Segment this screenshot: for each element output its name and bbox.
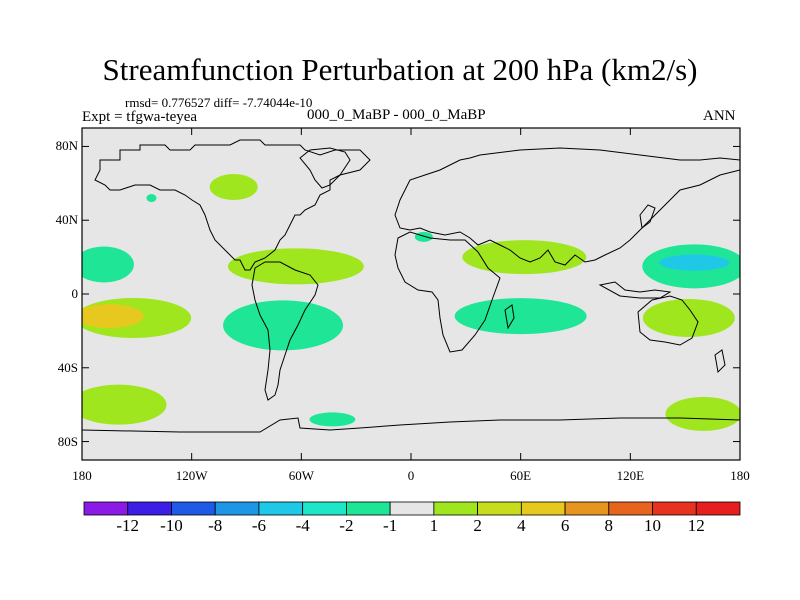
anomaly-15 (309, 412, 356, 427)
colorbar-label: -12 (116, 516, 140, 535)
colorbar-swatch (433, 501, 479, 516)
anomaly-11 (659, 254, 730, 271)
colorbar-swatch (214, 501, 260, 516)
colorbar-label: 12 (687, 516, 705, 535)
colorbar-swatch (258, 501, 304, 516)
experiment-label: Expt = tfgwa-teyea (82, 109, 198, 125)
japan-coast (639, 204, 656, 229)
x-tick-label: 0 (407, 468, 415, 483)
colorbar-swatch (520, 501, 566, 516)
chart-title: Streamfunction Perturbation at 200 hPa (… (102, 52, 698, 87)
season-label: ANN (703, 108, 736, 124)
y-tick-label: 40S (57, 359, 78, 375)
x-tick-label: 60E (510, 468, 532, 483)
y-tick-label: 0 (71, 286, 79, 301)
colorbar (83, 501, 741, 516)
y-tick-label: 80S (57, 433, 78, 449)
anomaly-2 (82, 246, 134, 283)
colorbar-swatch (389, 501, 435, 516)
colorbar-label: 10 (644, 516, 662, 535)
colorbar-swatch (83, 501, 129, 516)
x-tick-label: 180 (730, 468, 750, 483)
colorbar-swatch (608, 501, 653, 516)
anomaly-3 (227, 248, 364, 285)
x-tick-label: 60W (288, 468, 314, 483)
colorbar-label: -1 (383, 516, 398, 535)
colorbar-swatch (171, 501, 216, 516)
colorbar-label: -4 (295, 516, 310, 535)
axis-ticks (81, 128, 741, 460)
colorbar-swatch (127, 501, 172, 516)
x-tick-label: 180 (72, 468, 92, 483)
coastlines (82, 139, 740, 433)
colorbar-label: -2 (339, 516, 354, 535)
colorbar-label: 6 (560, 516, 570, 535)
europe-asia-coast (394, 147, 740, 266)
anomaly-13 (82, 384, 167, 425)
colorbar-swatch (695, 501, 741, 516)
new-zealand-coast (714, 349, 726, 374)
anomaly-7 (414, 231, 433, 242)
greenland-coast (299, 147, 351, 189)
colorbar-label: 4 (517, 516, 526, 535)
anomaly-1 (146, 194, 157, 203)
colorbar-swatch (345, 501, 391, 516)
colorbar-label: -8 (208, 516, 223, 535)
anomaly-14 (665, 396, 740, 431)
x-tick-label: 120E (616, 468, 645, 483)
madagascar-coast (504, 304, 515, 330)
colorbar-label: -10 (160, 516, 183, 535)
colorbar-swatch (564, 501, 610, 516)
africa-coast (394, 231, 501, 353)
north-america-coast (94, 139, 371, 271)
colorbar-label: 1 (429, 516, 439, 535)
colorbar-swatch (477, 501, 522, 516)
anomaly-9 (454, 298, 587, 335)
y-tick-label: 40N (55, 212, 78, 228)
colorbar-label: 8 (604, 516, 614, 535)
y-tick-label: 80N (55, 138, 78, 154)
anomaly-12 (642, 298, 735, 337)
australia-coast (637, 295, 699, 346)
anomaly-0 (209, 174, 258, 201)
stats-text: rmsd= 0.776527 diff= -7.74044e-10 (125, 95, 313, 110)
anomaly-5 (82, 304, 144, 329)
colorbar-swatch (302, 501, 347, 516)
case-label: 000_0_MaBP - 000_0_MaBP (307, 107, 486, 123)
colorbar-swatch (652, 501, 697, 516)
colorbar-label: -6 (251, 516, 266, 535)
map-background (82, 128, 740, 460)
anomaly-6 (223, 300, 344, 351)
x-tick-label: 120W (175, 468, 208, 483)
maritime-continent-coast (598, 281, 672, 299)
colorbar-label: 2 (473, 516, 482, 535)
south-america-coast (251, 261, 319, 401)
antarctica-coast (82, 417, 740, 433)
contour-fills (82, 174, 740, 431)
anomaly-8 (462, 240, 587, 275)
